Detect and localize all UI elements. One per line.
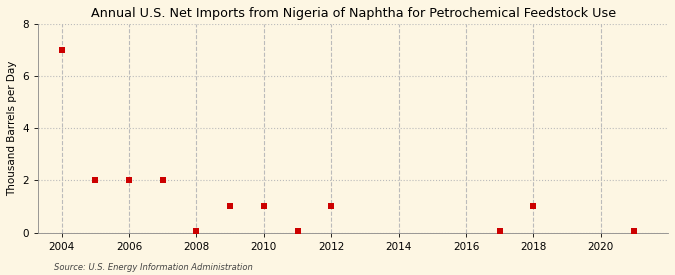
Title: Annual U.S. Net Imports from Nigeria of Naphtha for Petrochemical Feedstock Use: Annual U.S. Net Imports from Nigeria of …: [90, 7, 616, 20]
Point: [124, 178, 134, 183]
Point: [494, 229, 505, 233]
Point: [90, 178, 101, 183]
Point: [326, 204, 337, 209]
Y-axis label: Thousand Barrels per Day: Thousand Barrels per Day: [7, 60, 17, 196]
Point: [629, 229, 640, 233]
Text: Source: U.S. Energy Information Administration: Source: U.S. Energy Information Administ…: [54, 263, 252, 272]
Point: [292, 229, 303, 233]
Point: [191, 229, 202, 233]
Point: [157, 178, 168, 183]
Point: [56, 48, 67, 53]
Point: [259, 204, 269, 209]
Point: [225, 204, 236, 209]
Point: [528, 204, 539, 209]
